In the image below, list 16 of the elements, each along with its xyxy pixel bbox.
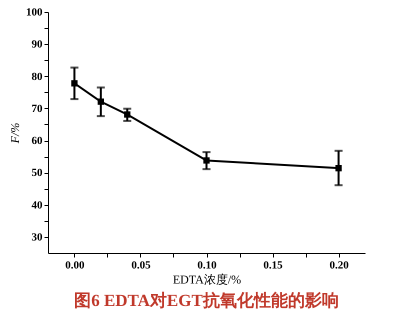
y-tick-label: 60 <box>32 135 43 148</box>
x-tick-label: 0.00 <box>65 260 86 272</box>
y-tick-label: 90 <box>32 38 43 51</box>
text: 图6 EDTA对EGT抗氧化性能的影响 <box>74 291 339 310</box>
y-tick-label: 70 <box>32 102 43 115</box>
x-tick-label: 0.15 <box>263 260 284 272</box>
y-tick-label: 80 <box>32 70 43 83</box>
x-axis-title: EDTA浓度/% <box>172 272 242 286</box>
y-tick-label: 50 <box>32 167 43 180</box>
x-tick-label: 0.20 <box>329 260 350 272</box>
x-tick-label: 0.10 <box>197 260 218 272</box>
y-tick-label: 30 <box>32 231 43 244</box>
y-tick-label: 100 <box>26 6 43 18</box>
y-tick-label: 40 <box>32 199 43 212</box>
x-tick-label: 0.05 <box>131 260 152 272</box>
y-axis-title: F/% <box>8 122 22 144</box>
